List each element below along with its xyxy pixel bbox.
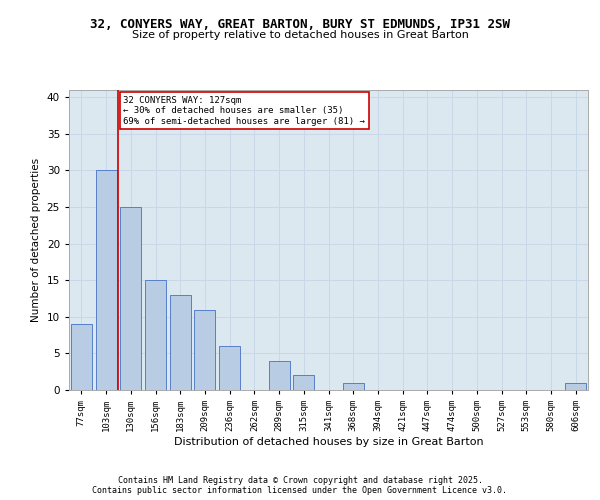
Text: Contains public sector information licensed under the Open Government Licence v3: Contains public sector information licen… [92,486,508,495]
Bar [145,280,166,390]
Bar [343,382,364,390]
Text: Size of property relative to detached houses in Great Barton: Size of property relative to detached ho… [131,30,469,40]
X-axis label: Distribution of detached houses by size in Great Barton: Distribution of detached houses by size … [173,437,484,447]
Text: Contains HM Land Registry data © Crown copyright and database right 2025.: Contains HM Land Registry data © Crown c… [118,476,482,485]
Bar [269,360,290,390]
Bar [95,170,116,390]
Y-axis label: Number of detached properties: Number of detached properties [31,158,41,322]
Bar [565,382,586,390]
Bar [219,346,240,390]
Bar [170,295,191,390]
Text: 32 CONYERS WAY: 127sqm
← 30% of detached houses are smaller (35)
69% of semi-det: 32 CONYERS WAY: 127sqm ← 30% of detached… [124,96,365,126]
Text: 32, CONYERS WAY, GREAT BARTON, BURY ST EDMUNDS, IP31 2SW: 32, CONYERS WAY, GREAT BARTON, BURY ST E… [90,18,510,30]
Bar [293,376,314,390]
Bar [194,310,215,390]
Bar [71,324,92,390]
Bar [120,207,141,390]
